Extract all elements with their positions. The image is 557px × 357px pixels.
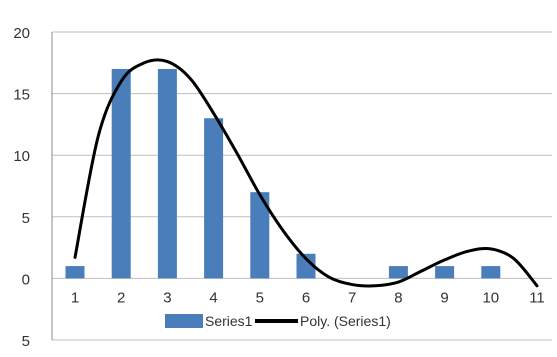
bar (157, 68, 177, 279)
bar (111, 68, 131, 279)
y-tick-labels: 20 15 10 5 0 5 (13, 25, 30, 350)
bar (388, 266, 408, 279)
x-tick-label: 3 (163, 289, 171, 306)
x-tick-label: 8 (394, 289, 402, 306)
x-tick-label: 4 (209, 289, 217, 306)
y-tick-label: 15 (13, 87, 30, 104)
y-tick-label: 10 (13, 148, 30, 165)
x-tick-label: 10 (482, 289, 499, 306)
x-tick-label: 11 (529, 289, 545, 306)
bar (435, 266, 455, 279)
y-tick-label: 5 (22, 210, 30, 227)
y-tick-label: 5 (22, 333, 30, 350)
legend-label-series1: Series1 (205, 313, 253, 329)
legend: Series1 Poly. (Series1) (165, 313, 391, 329)
trendline-curve (73, 58, 539, 288)
y-tick-label: 20 (13, 25, 30, 42)
legend-swatch-series1 (165, 314, 203, 328)
trendline-series (73, 58, 539, 288)
bar (250, 192, 270, 279)
bar (481, 266, 501, 279)
bar (204, 118, 224, 279)
y-tick-label: 0 (22, 271, 30, 288)
bar (296, 253, 316, 279)
legend-label-trendline: Poly. (Series1) (300, 313, 391, 329)
x-tick-labels: 1 2 3 4 5 6 7 8 9 10 11 (71, 289, 545, 306)
x-tick-label: 6 (302, 289, 310, 306)
bar-series (65, 68, 501, 279)
x-tick-label: 7 (348, 289, 356, 306)
x-tick-label: 1 (71, 289, 79, 306)
bar (65, 266, 85, 279)
x-tick-label: 2 (117, 289, 125, 306)
x-tick-label: 9 (440, 289, 448, 306)
x-tick-label: 5 (256, 289, 264, 306)
